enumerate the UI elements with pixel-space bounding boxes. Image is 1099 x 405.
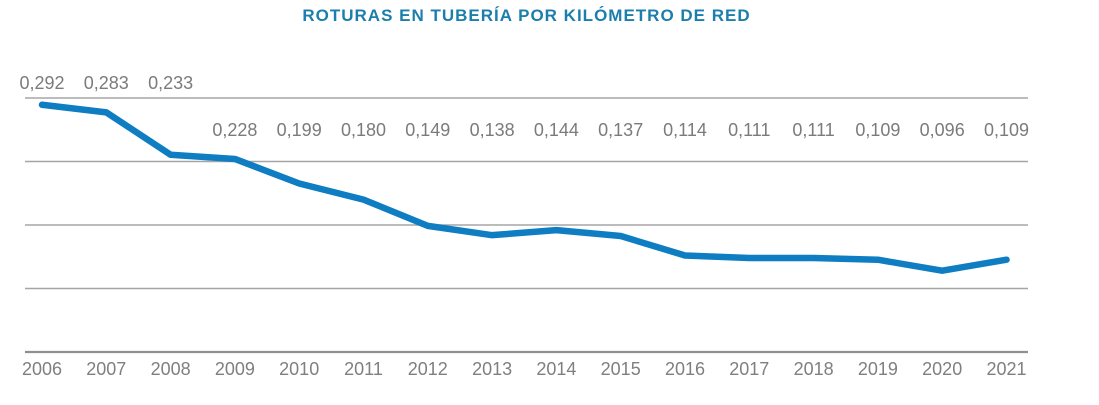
- x-tick-label: 2014: [536, 359, 577, 379]
- data-line: [38, 101, 1010, 274]
- x-tick-label: 2021: [986, 359, 1027, 379]
- value-label: 0,109: [855, 120, 901, 140]
- value-label: 0,109: [983, 120, 1030, 140]
- x-tick-label: 2018: [793, 359, 834, 379]
- x-tick-label: 2017: [729, 359, 770, 379]
- value-label: 0,283: [83, 73, 129, 93]
- value-label: 0,292: [19, 73, 65, 93]
- value-label: 0,233: [148, 73, 194, 93]
- x-tick-label: 2015: [600, 359, 641, 379]
- chart-title: ROTURAS EN TUBERÍA POR KILÓMETRO DE RED: [302, 6, 751, 25]
- value-label: 0,149: [405, 120, 451, 140]
- value-label: 0,144: [533, 120, 579, 140]
- x-tick-label: 2013: [472, 359, 513, 379]
- x-tick-label: 2010: [279, 359, 320, 379]
- x-tick-label: 2016: [664, 359, 706, 379]
- x-tick-label: 2012: [407, 359, 448, 379]
- value-label: 0,228: [212, 120, 258, 140]
- value-label: 0,096: [919, 120, 965, 140]
- value-label: 0,111: [792, 120, 835, 140]
- x-tick-label: 2020: [922, 359, 963, 379]
- x-tick-label: 2011: [344, 359, 383, 379]
- value-label: 0,199: [276, 120, 322, 140]
- x-tick-label: 2006: [21, 359, 63, 379]
- value-label: 0,137: [598, 120, 644, 140]
- x-tick-label: 2019: [857, 359, 898, 379]
- x-tick-label: 2009: [214, 359, 255, 379]
- x-tick-label: 2008: [150, 359, 191, 379]
- value-label: 0,111: [728, 120, 771, 140]
- value-label: 0,114: [663, 120, 707, 140]
- value-label: 0,138: [469, 120, 515, 140]
- value-label: 0,180: [340, 120, 387, 140]
- x-tick-label: 2007: [86, 359, 127, 379]
